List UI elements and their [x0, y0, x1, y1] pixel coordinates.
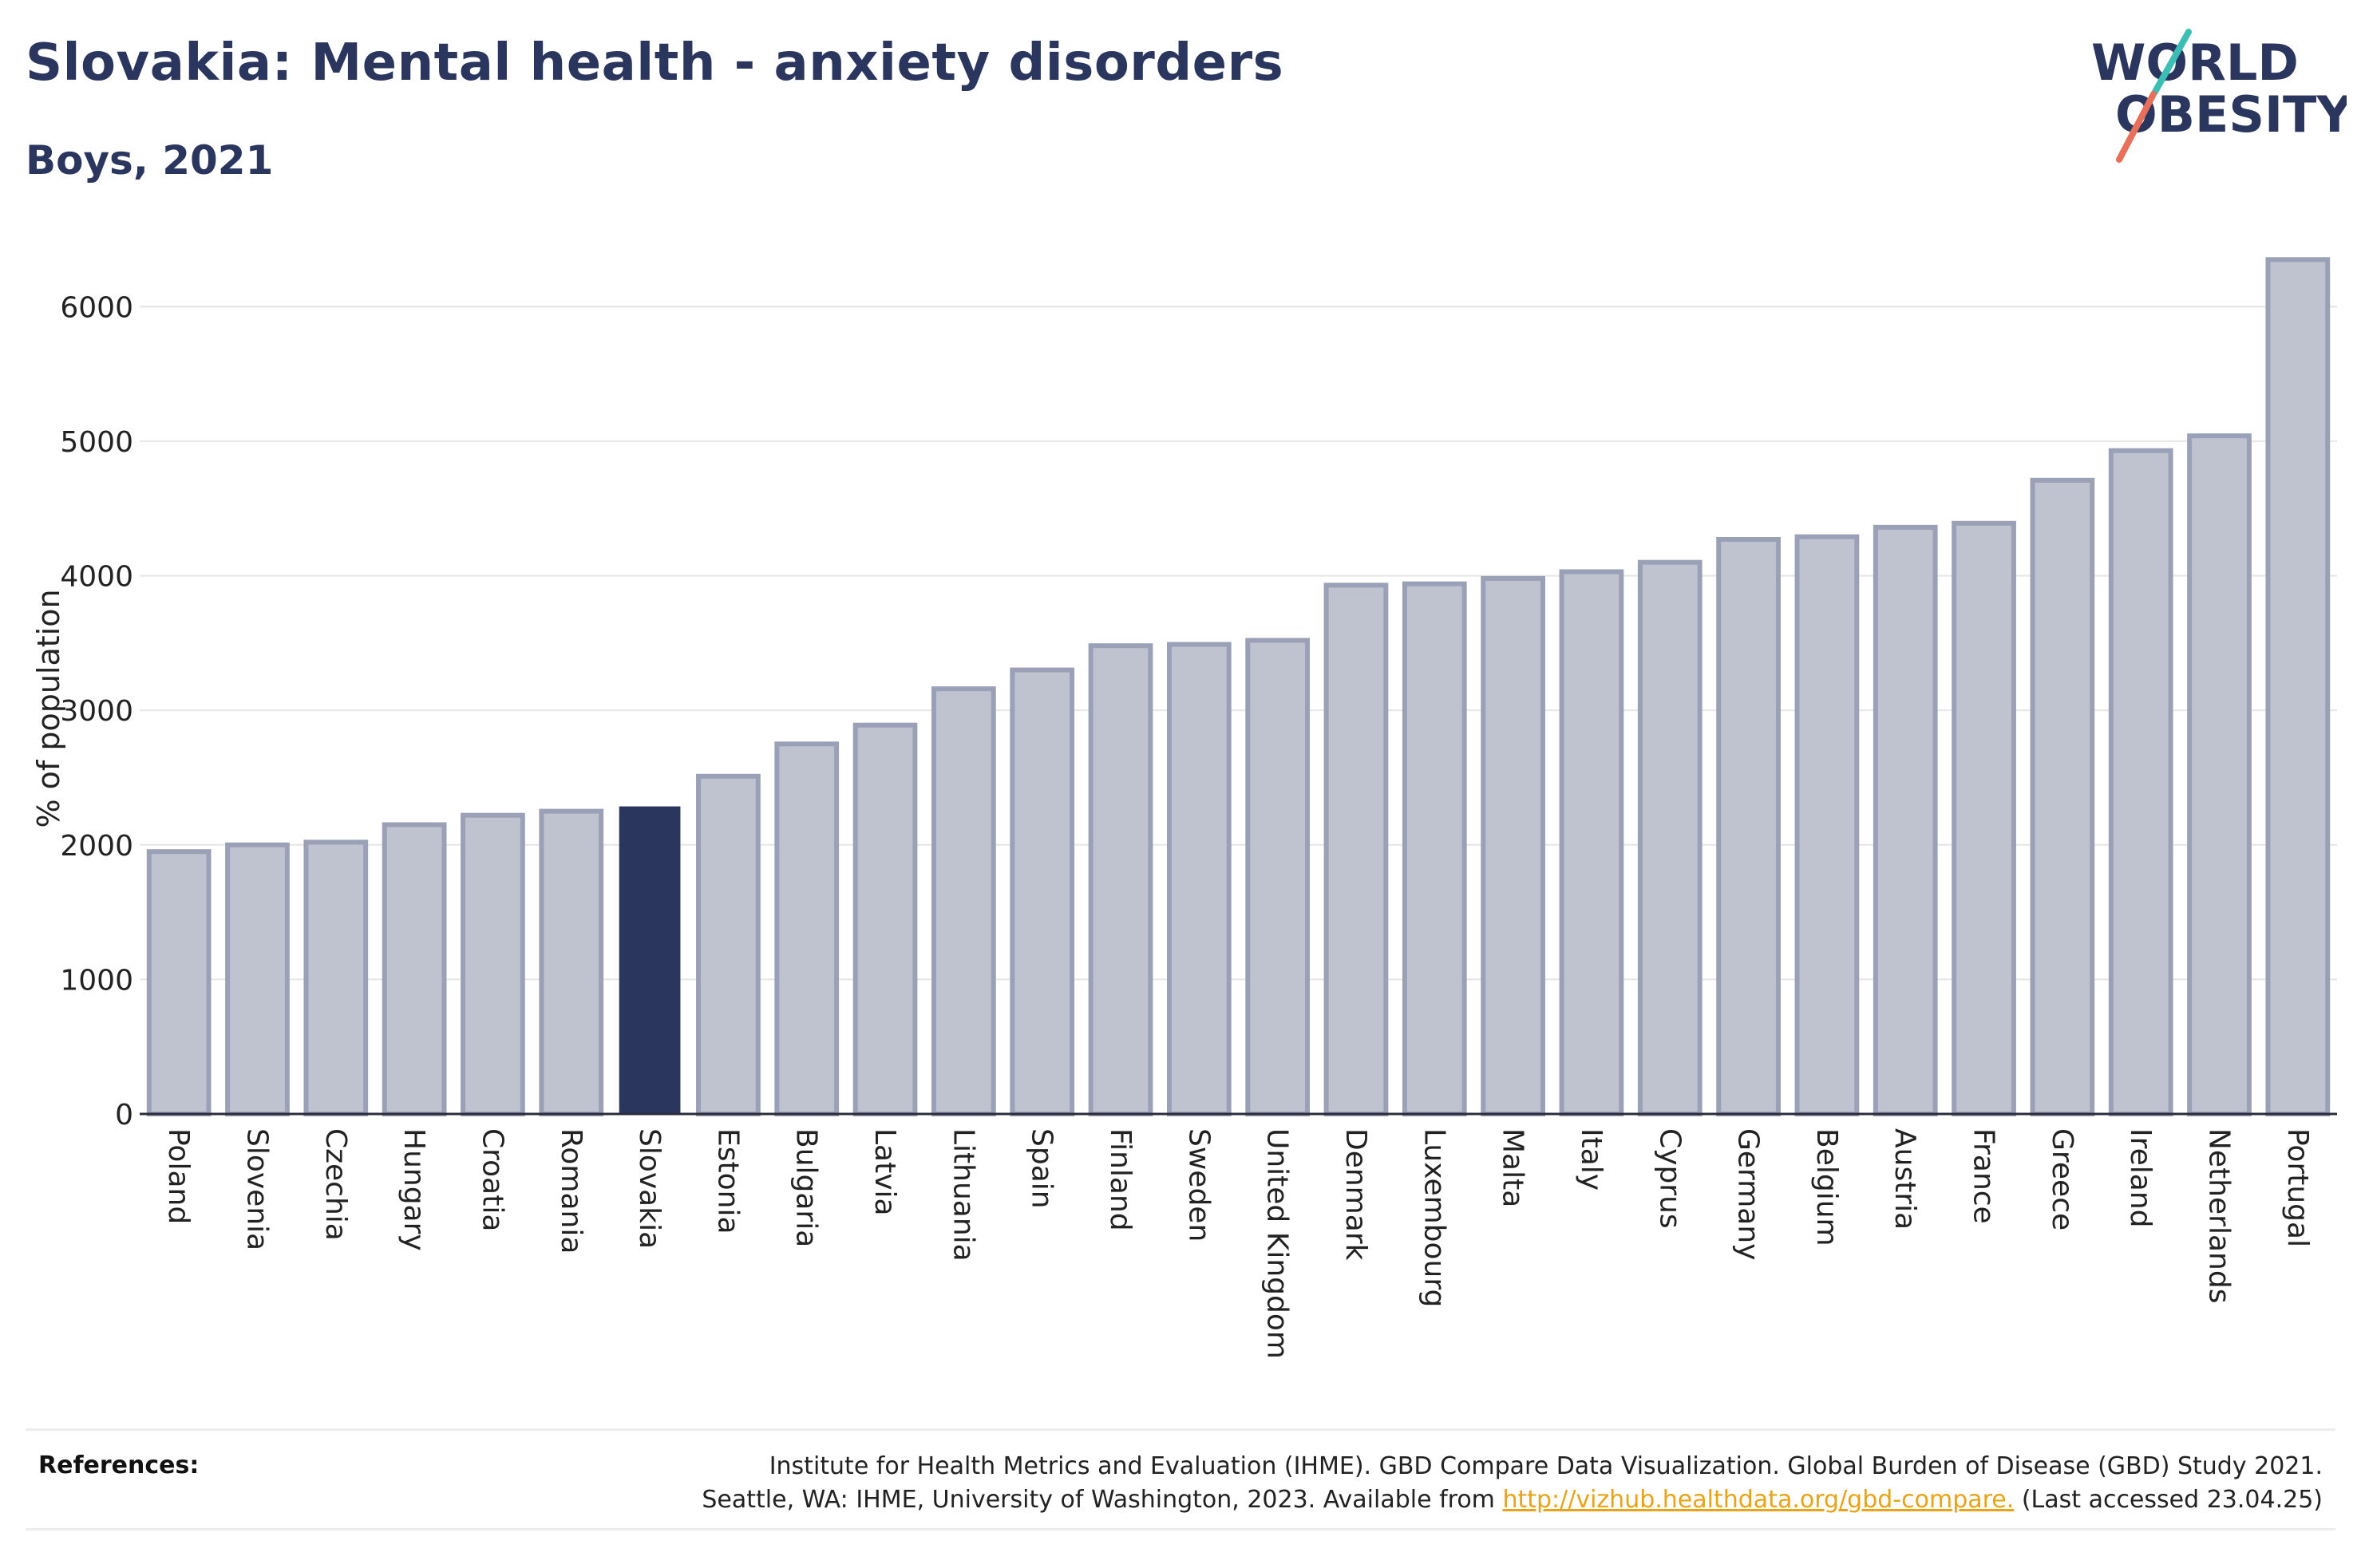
x-tick-label: Ireland [2124, 1128, 2157, 1228]
bar-portugal [2265, 257, 2331, 1116]
bar-austria [1873, 524, 1938, 1116]
x-tick-label: Slovakia [633, 1128, 666, 1249]
bar-latvia [852, 722, 918, 1116]
x-tick-label: Bulgaria [790, 1128, 823, 1247]
bar-croatia [461, 812, 525, 1116]
bar-bulgaria [774, 741, 840, 1116]
x-tick-label: Belgium [1810, 1128, 1843, 1246]
x-tick-label: Slovenia [240, 1128, 273, 1250]
bar-france [1952, 520, 2016, 1116]
chart-subtitle: Boys, 2021 [26, 137, 274, 184]
x-tick-label: Estonia [711, 1128, 744, 1234]
x-tick-label: Cyprus [1653, 1128, 1686, 1229]
x-tick-label: United Kingdom [1261, 1128, 1294, 1359]
bar-united-kingdom [1245, 638, 1311, 1116]
references-box: References: Institute for Health Metrics… [26, 1428, 2335, 1530]
y-tick-label: 1000 [60, 964, 133, 997]
references-line2: Seattle, WA: IHME, University of Washing… [702, 1483, 2323, 1517]
y-tick-label: 4000 [60, 561, 133, 594]
world-obesity-logo: WORLD OBESITY [2091, 29, 2347, 163]
references-label: References: [38, 1451, 200, 1479]
bar-netherlands [2187, 433, 2252, 1116]
x-tick-label: Greece [2046, 1128, 2078, 1230]
x-tick-label: Germany [1732, 1128, 1765, 1260]
references-link[interactable]: http://vizhub.healthdata.org/gbd-compare… [1502, 1486, 2015, 1514]
x-tick-label: Sweden [1182, 1128, 1215, 1242]
bar-estonia [696, 773, 761, 1116]
bar-belgium [1794, 534, 1860, 1116]
x-tick-label: Hungary [397, 1128, 430, 1251]
bar-cyprus [1637, 559, 1703, 1116]
references-line2-post: (Last accessed 23.04.25) [2014, 1486, 2323, 1514]
x-tick-label: Czechia [319, 1128, 352, 1241]
bar-romania [539, 808, 604, 1116]
x-tick-label: France [1968, 1128, 2000, 1224]
bar-italy [1559, 569, 1624, 1116]
bar-lithuania [931, 686, 996, 1116]
chart-title: Slovakia: Mental health - anxiety disord… [26, 34, 1284, 93]
bar-greece [2030, 477, 2095, 1116]
bar-poland [146, 849, 212, 1116]
bar-slovenia [225, 842, 290, 1117]
bar-sweden [1166, 642, 1232, 1116]
x-tick-label: Spain [1026, 1128, 1058, 1209]
bar-luxembourg [1402, 581, 1467, 1116]
references-text: Institute for Health Metrics and Evaluat… [702, 1450, 2323, 1517]
bar-slovakia [619, 806, 681, 1116]
references-line2-pre: Seattle, WA: IHME, University of Washing… [702, 1486, 1503, 1514]
y-tick-label: 5000 [60, 426, 133, 459]
bar-denmark [1323, 583, 1389, 1116]
bar-malta [1481, 575, 1545, 1116]
x-tick-label: Italy [1575, 1128, 1608, 1191]
x-tick-label: Croatia [476, 1128, 508, 1231]
x-tick-label: Malta [1497, 1128, 1529, 1207]
y-tick-label: 3000 [60, 695, 133, 728]
logo-line1: WORLD [2091, 34, 2299, 92]
bar-hungary [382, 822, 447, 1116]
x-tick-label: Portugal [2281, 1128, 2314, 1247]
references-line1: Institute for Health Metrics and Evaluat… [769, 1452, 2323, 1480]
y-tick-label: 6000 [60, 291, 133, 324]
bar-spain [1010, 667, 1075, 1116]
x-tick-label: Latvia [868, 1128, 901, 1216]
bar-czechia [303, 839, 369, 1117]
x-tick-label: Finland [1104, 1128, 1137, 1231]
y-tick-label: 2000 [60, 830, 133, 863]
bar-chart: 0 1000 2000 3000 4000 5000 6000 % of population… [31, 257, 2337, 1359]
x-tick-label: Romania [555, 1128, 587, 1254]
bar-finland [1088, 643, 1153, 1116]
x-tick-label: Lithuania [947, 1128, 979, 1262]
x-tick-label: Austria [1888, 1128, 1921, 1230]
bar-germany [1716, 537, 1781, 1116]
x-tick-label: Luxembourg [1418, 1128, 1450, 1307]
x-tick-label: Poland [162, 1128, 195, 1224]
y-tick-label: 0 [115, 1099, 133, 1132]
bar-ireland [2108, 448, 2173, 1116]
x-tick-label: Netherlands [2203, 1128, 2236, 1303]
x-tick-label: Denmark [1339, 1128, 1372, 1261]
y-axis-label: % of population [31, 589, 66, 827]
